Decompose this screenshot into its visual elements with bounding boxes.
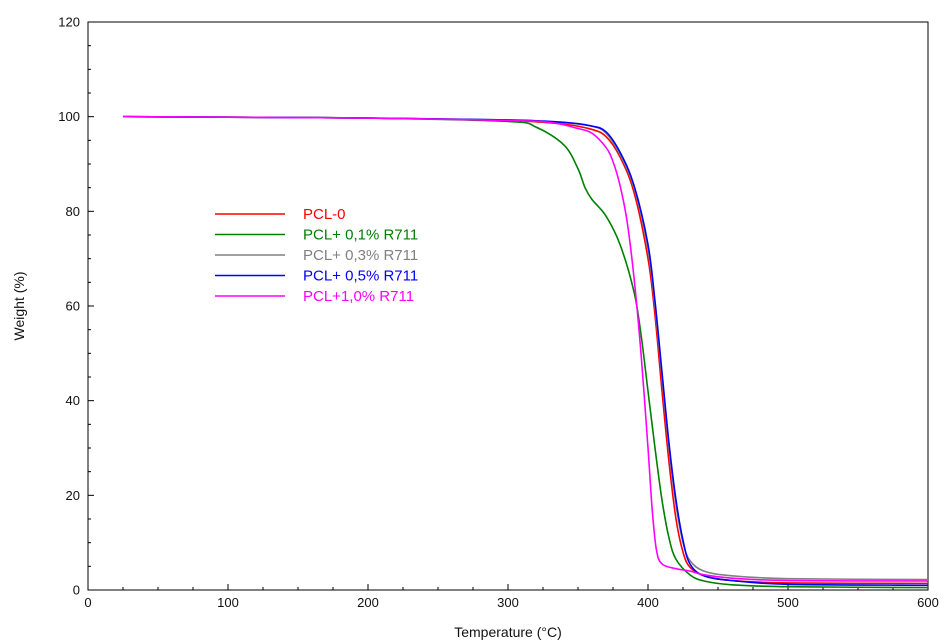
x-axis: 0 100 200 300 400 500 600: [84, 584, 939, 610]
legend: PCL-0 PCL+ 0,1% R711 PCL+ 0,3% R711 PCL+ 0,…: [215, 206, 418, 305]
plot-frame: [87, 21, 929, 591]
y-tick-label: 100: [58, 109, 80, 124]
legend-label: PCL+1,0% R711: [303, 288, 414, 305]
x-tick-label: 400: [637, 595, 659, 610]
y-tick-label: 120: [58, 15, 80, 30]
legend-label: PCL+ 0,3% R711: [303, 247, 418, 264]
legend-label: PCL+ 0,5% R711: [303, 268, 418, 285]
y-tick-label: 0: [73, 583, 80, 598]
series-layer: [122, 115, 929, 589]
x-axis-title: Temperature (°C): [454, 624, 562, 640]
x-tick-label: 200: [357, 595, 379, 610]
x-tick-label: 600: [917, 595, 939, 610]
series-line-4: [122, 115, 929, 587]
y-axis-title: Weight (%): [11, 272, 27, 341]
plot-area: [87, 21, 929, 591]
series-line-3: [122, 115, 929, 581]
y-tick-label: 40: [66, 393, 80, 408]
x-tick-label: 100: [217, 595, 239, 610]
series-line-5: [122, 115, 929, 582]
y-tick-label: 80: [66, 204, 80, 219]
x-tick-label: 0: [84, 595, 91, 610]
legend-label: PCL-0: [303, 206, 346, 223]
y-axis: 0 20 40 60 80 100 120: [58, 15, 94, 598]
series-line-1: [122, 115, 929, 585]
series-line-2: [122, 115, 929, 589]
y-tick-label: 60: [66, 299, 80, 314]
y-tick-label: 20: [66, 488, 80, 503]
x-tick-label: 500: [777, 595, 799, 610]
x-tick-label: 300: [497, 595, 519, 610]
legend-label: PCL+ 0,1% R711: [303, 227, 418, 244]
